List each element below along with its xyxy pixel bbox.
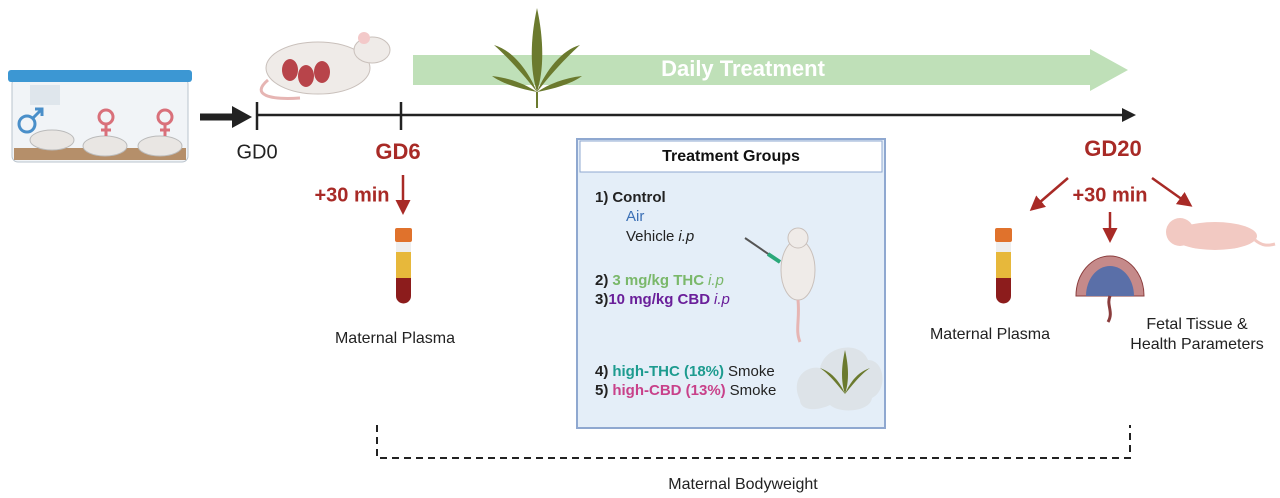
group-line: 3)10 mg/kg CBD i.p (595, 291, 730, 308)
lead-arrow-head (232, 106, 252, 128)
gd20-arrow (1029, 177, 1069, 211)
box-title: Treatment Groups (662, 148, 800, 165)
injected-rat (744, 227, 816, 343)
group-line: 4) high-THC (18%) Smoke (595, 363, 775, 380)
fetal-sample: Fetal Tissue & (1146, 316, 1248, 333)
pup-icon (1166, 218, 1276, 250)
blood-tube (995, 228, 1012, 304)
gd6-sample: Maternal Plasma (335, 330, 455, 347)
smoke-cloud (796, 347, 883, 411)
cage (8, 70, 192, 163)
blood-tube (395, 228, 412, 304)
placenta-icon (1075, 255, 1145, 323)
gd6-delay: +30 min (314, 184, 389, 206)
bracket-label: Maternal Bodyweight (668, 476, 818, 493)
banner-label: Daily Treatment (661, 56, 826, 81)
bracket (376, 425, 1131, 459)
gd20-delay: +30 min (1072, 184, 1147, 206)
group-option: Vehicle i.p (626, 228, 694, 245)
group-line: 5) high-CBD (13%) Smoke (595, 382, 776, 399)
rat-icon (259, 32, 391, 100)
gd20-label: GD20 (1084, 136, 1141, 161)
gd20-arrow (1151, 176, 1193, 207)
group-option: Air (626, 208, 644, 225)
gd6-label: GD6 (375, 139, 420, 164)
leaf-icon (492, 8, 582, 108)
gd20-maternal-sample: Maternal Plasma (930, 326, 1050, 343)
treatment-box: Treatment Groups 1) Control Air Vehicle i.… (576, 138, 886, 429)
group-line: 1) Control (595, 189, 666, 206)
timeline-head (1122, 108, 1136, 122)
gd0-label: GD0 (236, 141, 277, 163)
fetal-sample: Health Parameters (1130, 336, 1263, 353)
banner-arrow (413, 49, 1128, 91)
group-line: 2) 3 mg/kg THC i.p (595, 272, 724, 289)
